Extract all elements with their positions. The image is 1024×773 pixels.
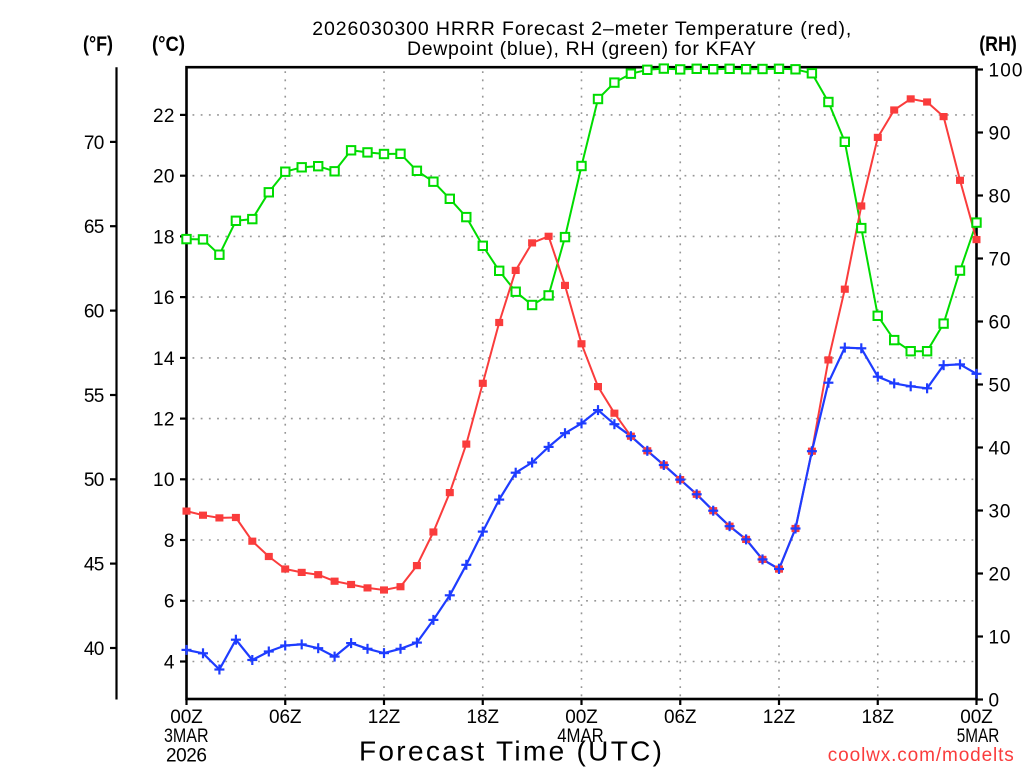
svg-text:20: 20 xyxy=(989,564,1011,585)
svg-text:Forecast Time (UTC): Forecast Time (UTC) xyxy=(359,736,662,767)
svg-text:(RH): (RH) xyxy=(979,33,1017,56)
svg-text:40: 40 xyxy=(989,438,1011,459)
svg-text:06Z: 06Z xyxy=(664,707,697,728)
svg-text:coolwx.com/modelts: coolwx.com/modelts xyxy=(828,745,1014,766)
svg-text:(°F): (°F) xyxy=(83,33,113,56)
svg-text:4: 4 xyxy=(164,652,175,673)
svg-text:70: 70 xyxy=(84,133,104,154)
svg-text:18: 18 xyxy=(153,227,175,248)
svg-text:00Z: 00Z xyxy=(960,707,993,728)
svg-text:(°C): (°C) xyxy=(152,33,185,56)
svg-text:06Z: 06Z xyxy=(269,707,302,728)
svg-text:20: 20 xyxy=(153,167,175,188)
svg-text:5MAR: 5MAR xyxy=(957,726,1000,747)
svg-text:10: 10 xyxy=(153,470,175,491)
svg-text:0: 0 xyxy=(989,690,1000,711)
svg-text:00Z: 00Z xyxy=(170,707,203,728)
svg-text:14: 14 xyxy=(153,349,175,370)
svg-text:65: 65 xyxy=(84,217,104,238)
svg-text:12Z: 12Z xyxy=(368,707,401,728)
svg-text:12: 12 xyxy=(153,409,175,430)
svg-text:00Z: 00Z xyxy=(565,707,598,728)
svg-text:22: 22 xyxy=(153,106,175,127)
svg-text:55: 55 xyxy=(84,386,104,407)
svg-text:50: 50 xyxy=(989,375,1011,396)
svg-text:40: 40 xyxy=(84,639,104,660)
svg-text:10: 10 xyxy=(989,627,1011,648)
svg-text:2026030300 HRRR Forecast 2–met: 2026030300 HRRR Forecast 2–meter Tempera… xyxy=(312,18,851,40)
svg-text:80: 80 xyxy=(989,186,1011,207)
svg-text:4MAR: 4MAR xyxy=(557,726,604,747)
svg-text:70: 70 xyxy=(989,249,1011,270)
svg-text:100: 100 xyxy=(989,60,1023,81)
svg-text:12Z: 12Z xyxy=(763,707,796,728)
svg-text:90: 90 xyxy=(989,123,1011,144)
svg-text:60: 60 xyxy=(84,302,104,323)
svg-text:60: 60 xyxy=(989,312,1011,333)
svg-text:Dewpoint (blue), RH (green) fo: Dewpoint (blue), RH (green) for KFAY xyxy=(407,38,756,60)
svg-text:30: 30 xyxy=(989,501,1011,522)
svg-text:18Z: 18Z xyxy=(467,707,500,728)
svg-text:50: 50 xyxy=(84,470,104,491)
svg-text:6: 6 xyxy=(164,592,175,613)
svg-text:45: 45 xyxy=(84,555,104,576)
svg-text:3MAR: 3MAR xyxy=(164,726,209,747)
svg-text:2026: 2026 xyxy=(166,746,207,767)
svg-text:18Z: 18Z xyxy=(862,707,895,728)
svg-text:8: 8 xyxy=(164,531,175,552)
svg-text:16: 16 xyxy=(153,288,175,309)
